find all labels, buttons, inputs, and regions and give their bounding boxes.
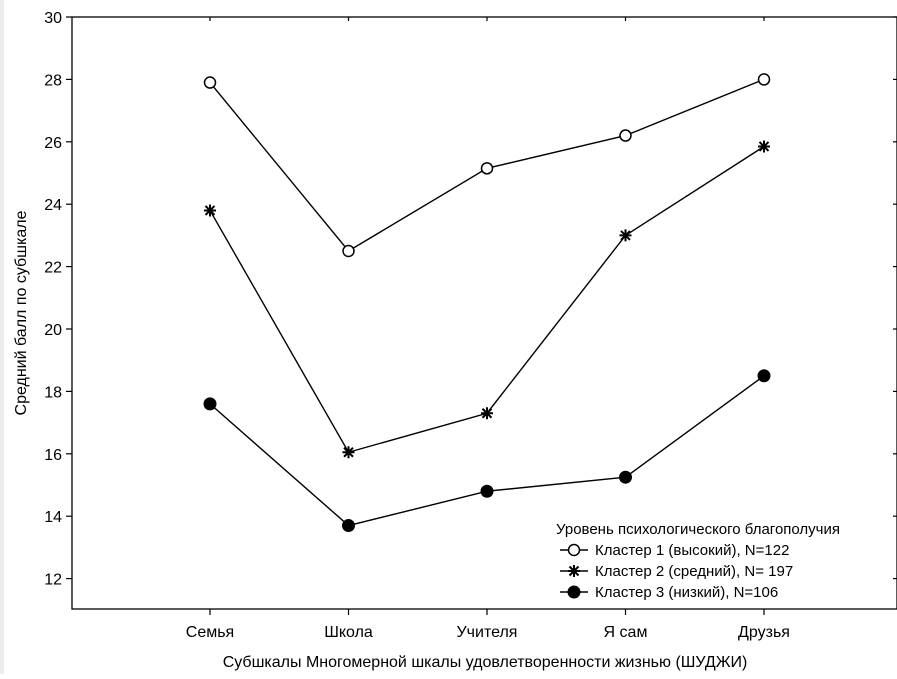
y-tick-label: 26	[44, 135, 62, 152]
series-line	[209, 375, 765, 527]
y-tick-label: 24	[44, 197, 62, 214]
data-point	[342, 446, 355, 459]
data-point	[203, 397, 217, 411]
data-point	[568, 565, 580, 577]
x-tick-label: Я сам	[604, 624, 648, 641]
data-point	[757, 369, 771, 383]
data-point	[758, 140, 770, 153]
data-point	[619, 470, 632, 484]
legend-label: Кластер 1 (высокий), N=122	[595, 542, 789, 559]
y-tick-label: 18	[44, 384, 62, 401]
data-point	[480, 162, 494, 175]
y-tick-label: 12	[44, 572, 62, 589]
y-tick-label: 20	[44, 322, 62, 339]
data-point	[567, 543, 581, 557]
series	[203, 369, 771, 533]
y-axis-title: Средний балл по субшкале	[13, 210, 30, 415]
data-point	[342, 244, 355, 258]
data-point	[481, 407, 493, 420]
y-tick-label: 22	[44, 260, 62, 277]
legend-item: Кластер 1 (высокий), N=122	[560, 542, 789, 559]
x-tick-label: Школа	[324, 624, 373, 641]
x-axis-title: Субшкалы Многомерной шкалы удовлетворенн…	[223, 654, 748, 671]
data-point	[204, 204, 216, 217]
series-layer	[203, 73, 771, 533]
data-point	[567, 585, 581, 599]
data-point	[480, 484, 494, 498]
plot-frame	[71, 16, 897, 610]
series	[203, 73, 771, 258]
legend-item: Кластер 3 (низкий), N=106	[560, 584, 778, 601]
data-point	[203, 76, 217, 89]
x-axis: Семья Школа Учителя Я сам Друзья	[186, 17, 790, 641]
data-point	[757, 73, 771, 86]
legend-title: Уровень психологического благополучия	[556, 521, 840, 538]
series	[204, 140, 770, 459]
series-line	[209, 145, 765, 454]
y-tick-label: 30	[44, 10, 62, 27]
data-point	[619, 229, 632, 242]
legend-label: Кластер 3 (низкий), N=106	[595, 584, 778, 601]
legend: Уровень психологического благополучия Кл…	[556, 521, 840, 601]
legend-label: Кластер 2 (средний), N= 197	[595, 563, 793, 580]
y-tick-label: 16	[44, 447, 62, 464]
x-tick-label: Семья	[186, 624, 234, 641]
x-tick-label: Друзья	[738, 624, 790, 641]
left-edge-strip	[0, 0, 4, 674]
y-tick-label: 28	[44, 72, 62, 89]
y-axis: 12 14 16 18 20 22 24 26 28 30	[44, 10, 897, 589]
y-tick-label: 14	[44, 509, 62, 526]
data-point	[619, 129, 632, 142]
x-tick-label: Учителя	[457, 624, 518, 641]
data-point	[342, 519, 355, 533]
legend-item: Кластер 2 (средний), N= 197	[560, 563, 793, 580]
